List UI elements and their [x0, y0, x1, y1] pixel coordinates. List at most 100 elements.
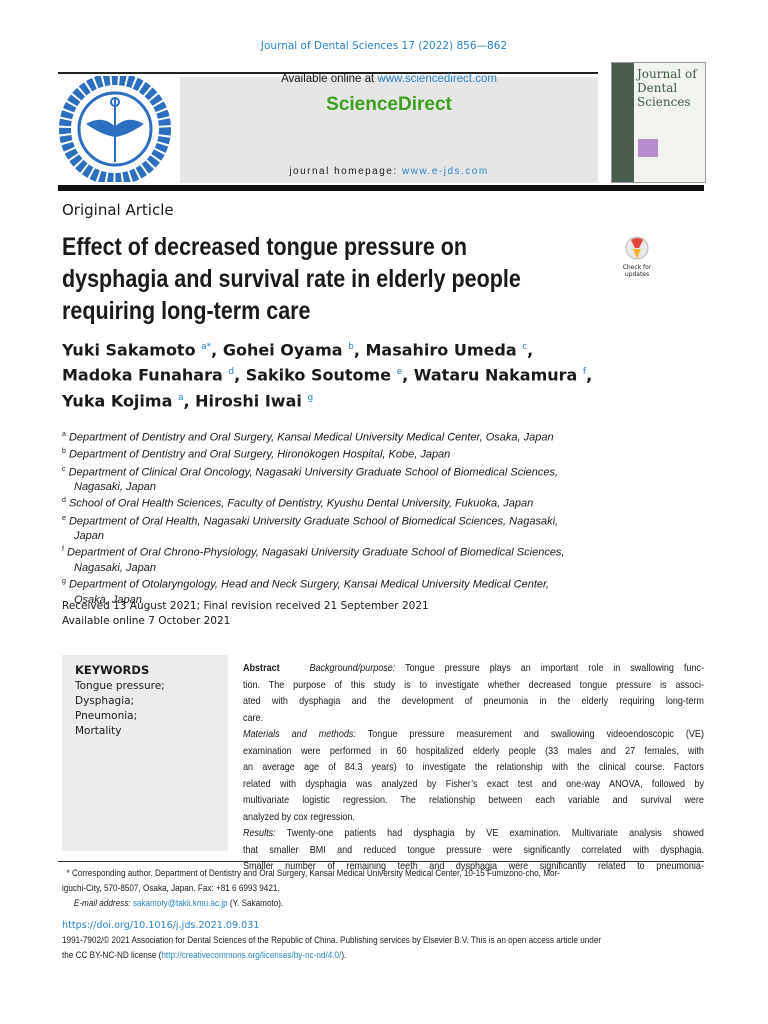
author-name: Yuki Sakamoto — [62, 340, 196, 360]
affiliation-text: Nagasaki, Japan — [74, 480, 156, 493]
author-affiliation-marker[interactable]: a* — [201, 342, 212, 352]
abstract-text: Tongue pressure measurement and swallowi… — [355, 728, 704, 740]
affiliation-text: Department of Otolaryngology, Head and N… — [68, 578, 550, 591]
keyword: Pneumonia; — [75, 710, 138, 722]
affiliation-marker: c — [62, 465, 66, 473]
doi-link[interactable]: https://doi.org/10.1016/j.jds.2021.09.03… — [62, 920, 260, 931]
abstract-line: that smaller BMI and reduced tongue pres… — [243, 842, 704, 859]
author-name: Masahiro Umeda — [365, 340, 517, 360]
affiliation-text: Nagasaki, Japan — [74, 561, 156, 574]
author-name: Madoka Funahara — [62, 365, 223, 385]
author-affiliation-marker[interactable]: a — [177, 392, 184, 403]
abstract-line: tion. The purpose of this study is to in… — [243, 677, 704, 694]
license-prefix: the CC BY-NC-ND license ( — [62, 949, 162, 961]
article-type: Original Article — [62, 201, 174, 219]
author-affiliation-marker[interactable]: d — [228, 367, 235, 378]
author-affiliation-marker[interactable]: c — [522, 342, 528, 352]
abstract-line: examination were performed in 60 hospita… — [243, 743, 704, 760]
abstract-text: ated with dysphagia and the development … — [243, 695, 704, 707]
abstract-line: an average age of 84.3 years) to investi… — [243, 759, 704, 776]
abstract-text: Twenty-one patients had dysphagia by VE … — [275, 827, 704, 839]
abstract-text: multivariate logistic regression. The re… — [243, 794, 704, 806]
journal-homepage: journal homepage: www.e-jds.com — [180, 166, 598, 177]
affiliation-text: Japan — [74, 529, 104, 542]
journal-citation-link[interactable]: Journal of Dental Sciences 17 (2022) 856… — [260, 40, 508, 52]
abstract-text: an average age of 84.3 years) to investi… — [243, 761, 704, 773]
abstract-line: Materials and methods: Tongue pressure m… — [243, 726, 704, 743]
author-affiliation-marker[interactable]: g — [307, 392, 314, 403]
affiliation-line: e Department of Oral Health, Nagasaki Un… — [62, 512, 702, 529]
affiliation-text: Department of Clinical Oral Oncology, Na… — [68, 466, 559, 479]
header-rule — [58, 72, 598, 74]
abstract-line: care. — [243, 710, 704, 727]
author-name: Yuka Kojima — [62, 390, 173, 410]
affiliation-line: Nagasaki, Japan — [62, 480, 702, 495]
author-row: Madoka Funahara d, Sakiko Soutome e, Wat… — [62, 365, 593, 385]
crossmark-label: Check for updates — [622, 264, 652, 278]
affiliation-text: Department of Dentistry and Oral Surgery… — [68, 448, 451, 461]
affiliation-marker: a — [62, 431, 66, 438]
title-line: dysphagia and survival rate in elderly p… — [62, 265, 521, 293]
affiliation-line: b Department of Dentistry and Oral Surge… — [62, 445, 702, 462]
sciencedirect-link[interactable]: www.sciencedirect.com — [377, 73, 497, 85]
cover-title: Journal of Dental Sciences — [637, 67, 697, 109]
author-affiliation-marker[interactable]: f — [582, 367, 587, 378]
email-link[interactable]: sakamoty@takii.kmu.ac.jp — [132, 898, 228, 909]
keyword: Mortality — [75, 725, 122, 737]
author-affiliation-marker[interactable]: b — [348, 342, 354, 352]
article-dates: Received 13 August 2021; Final revision … — [62, 599, 429, 629]
author-row: Yuka Kojima a, Hiroshi Iwai g — [62, 390, 314, 410]
affiliation-text: Department of Dentistry and Oral Surgery… — [68, 431, 554, 444]
abstract-line: ated with dysphagia and the development … — [243, 693, 704, 710]
article-title: Effect of decreased tongue pressure on d… — [62, 231, 595, 327]
abstract-text: tion. The purpose of this study is to in… — [243, 678, 704, 691]
author-list: Yuki Sakamoto a*, Gohei Oyama b, Masahir… — [62, 336, 702, 412]
affiliation-line: Osaka, Japan — [62, 593, 702, 608]
license-link[interactable]: http://creativecommons.org/licenses/by-n… — [161, 949, 342, 961]
affiliation-marker: e — [62, 514, 66, 522]
abstract-text: Smaller number of remaining teeth and dy… — [243, 860, 704, 872]
homepage-link[interactable]: www.e-jds.com — [401, 166, 489, 177]
affiliation-text: School of Oral Health Sciences, Faculty … — [68, 498, 534, 510]
affiliation-marker: f — [62, 546, 64, 554]
email-suffix: (Y. Sakamoto). — [227, 898, 284, 909]
author-name: Hiroshi Iwai — [195, 390, 302, 410]
abstract-text: Tongue pressure plays an important role … — [395, 662, 704, 674]
affiliation-line: a Department of Dentistry and Oral Surge… — [62, 428, 702, 445]
abstract-line: analyzed by cox regression. — [243, 809, 704, 826]
abstract-text: related with dysphagia was analyzed by F… — [243, 777, 704, 790]
crossmark-icon — [625, 236, 649, 260]
affiliation-marker: d — [62, 497, 66, 505]
abstract: Abstract Background/purpose: Tongue pres… — [243, 660, 704, 875]
affiliation-line: Nagasaki, Japan — [62, 561, 702, 576]
available-online: Available online at www.sciencedirect.co… — [180, 73, 598, 85]
received-dates: Received 13 August 2021; Final revision … — [62, 600, 429, 612]
affiliation-text: Department of Oral Chrono-Physiology, Na… — [67, 547, 565, 560]
abstract-label: Abstract — [243, 662, 280, 674]
author-name: Sakiko Soutome — [245, 365, 392, 385]
abstract-section-heading: Background/purpose: — [309, 662, 396, 674]
footnote-rule — [58, 861, 704, 862]
author-affiliation-marker[interactable]: e — [396, 367, 403, 378]
abstract-line: Abstract Background/purpose: Tongue pres… — [243, 660, 704, 677]
license-suffix: ). — [341, 949, 347, 961]
keywords-box — [62, 655, 228, 851]
abstract-text: examination were performed in 60 hospita… — [243, 744, 704, 757]
abstract-line: Smaller number of remaining teeth and dy… — [243, 858, 704, 875]
affiliation-line: Japan — [62, 529, 702, 544]
abstract-section-heading: Results: — [243, 827, 276, 839]
affiliation-marker: b — [62, 448, 66, 456]
title-line: Effect of decreased tongue pressure on — [62, 233, 468, 261]
keywords-heading: KEYWORDS — [75, 663, 150, 677]
abstract-line: multivariate logistic regression. The re… — [243, 792, 704, 809]
society-logo — [58, 73, 172, 185]
affiliation-line: f Department of Oral Chrono-Physiology, … — [62, 543, 702, 560]
keywords-list: Tongue pressure; Dysphagia; Pneumonia; M… — [75, 679, 165, 739]
affiliation-line: d School of Oral Health Sciences, Facult… — [62, 494, 702, 511]
keyword: Dysphagia; — [75, 695, 135, 707]
journal-cover: Journal of Dental Sciences — [611, 62, 706, 183]
publisher-banner — [180, 77, 598, 183]
footnote-text: Corresponding author. Department of Dent… — [71, 868, 560, 879]
check-for-updates-button[interactable]: Check for updates — [617, 236, 657, 278]
